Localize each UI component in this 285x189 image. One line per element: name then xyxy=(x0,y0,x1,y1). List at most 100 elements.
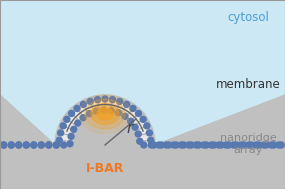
Circle shape xyxy=(148,137,154,143)
Circle shape xyxy=(148,142,154,148)
Circle shape xyxy=(71,126,77,132)
Circle shape xyxy=(60,123,66,129)
Circle shape xyxy=(248,142,254,148)
Circle shape xyxy=(8,142,14,148)
Circle shape xyxy=(23,142,29,148)
Circle shape xyxy=(238,142,244,148)
Circle shape xyxy=(56,137,62,143)
Circle shape xyxy=(1,142,7,148)
Circle shape xyxy=(203,142,209,148)
Circle shape xyxy=(171,142,177,148)
Circle shape xyxy=(23,142,29,148)
Polygon shape xyxy=(0,99,285,145)
Circle shape xyxy=(140,116,146,122)
Circle shape xyxy=(253,142,259,148)
Circle shape xyxy=(8,142,14,148)
Circle shape xyxy=(53,142,59,148)
Circle shape xyxy=(146,130,152,136)
Circle shape xyxy=(16,142,22,148)
Ellipse shape xyxy=(97,108,113,120)
Circle shape xyxy=(193,142,199,148)
Circle shape xyxy=(95,97,101,103)
Circle shape xyxy=(276,142,282,148)
Circle shape xyxy=(61,142,67,148)
Circle shape xyxy=(211,142,217,148)
Circle shape xyxy=(201,142,207,148)
Circle shape xyxy=(163,142,169,148)
Text: nanoridge: nanoridge xyxy=(220,133,276,143)
Text: r: r xyxy=(126,121,132,136)
Circle shape xyxy=(231,142,237,148)
Circle shape xyxy=(80,101,86,107)
Circle shape xyxy=(173,142,179,148)
Circle shape xyxy=(151,142,157,148)
Circle shape xyxy=(268,142,274,148)
Text: I-BAR: I-BAR xyxy=(86,161,124,174)
Circle shape xyxy=(216,142,222,148)
Text: array: array xyxy=(233,145,263,155)
Circle shape xyxy=(109,97,115,103)
Circle shape xyxy=(108,108,114,114)
Circle shape xyxy=(117,98,123,105)
Circle shape xyxy=(226,142,232,148)
Text: cytosol: cytosol xyxy=(227,12,269,25)
Circle shape xyxy=(278,142,284,148)
Circle shape xyxy=(256,142,262,148)
Circle shape xyxy=(68,110,74,116)
Circle shape xyxy=(135,110,141,116)
Circle shape xyxy=(67,141,73,147)
Circle shape xyxy=(263,142,269,148)
Circle shape xyxy=(144,123,150,129)
Circle shape xyxy=(178,142,184,148)
Circle shape xyxy=(46,142,52,148)
Circle shape xyxy=(166,142,172,148)
Ellipse shape xyxy=(91,104,119,125)
Ellipse shape xyxy=(85,99,125,129)
Text: membrane: membrane xyxy=(216,78,280,91)
Circle shape xyxy=(218,142,224,148)
Circle shape xyxy=(261,142,267,148)
Circle shape xyxy=(1,142,7,148)
Circle shape xyxy=(87,98,93,105)
Circle shape xyxy=(188,142,194,148)
Circle shape xyxy=(208,142,214,148)
Circle shape xyxy=(233,142,239,148)
Circle shape xyxy=(16,142,22,148)
Circle shape xyxy=(156,142,162,148)
Circle shape xyxy=(64,116,70,122)
Circle shape xyxy=(101,107,107,113)
Circle shape xyxy=(223,142,229,148)
Circle shape xyxy=(135,131,141,137)
Circle shape xyxy=(74,105,80,112)
Circle shape xyxy=(46,142,52,148)
Circle shape xyxy=(241,142,247,148)
Circle shape xyxy=(115,110,121,116)
Circle shape xyxy=(137,138,143,144)
Circle shape xyxy=(186,142,192,148)
Circle shape xyxy=(246,142,252,148)
Circle shape xyxy=(31,142,37,148)
Circle shape xyxy=(53,142,59,148)
Circle shape xyxy=(102,96,108,102)
Polygon shape xyxy=(0,95,285,189)
Circle shape xyxy=(75,120,81,126)
Circle shape xyxy=(93,108,99,114)
Circle shape xyxy=(68,133,74,139)
Circle shape xyxy=(38,142,44,148)
Circle shape xyxy=(181,142,187,148)
Circle shape xyxy=(158,142,164,148)
Circle shape xyxy=(31,142,37,148)
Circle shape xyxy=(80,115,86,121)
Circle shape xyxy=(196,142,202,148)
Circle shape xyxy=(141,142,147,148)
Circle shape xyxy=(132,124,138,130)
Circle shape xyxy=(122,113,128,119)
Ellipse shape xyxy=(79,94,131,133)
Circle shape xyxy=(124,101,130,107)
Circle shape xyxy=(58,130,64,136)
Circle shape xyxy=(130,105,136,112)
Circle shape xyxy=(271,142,277,148)
Circle shape xyxy=(38,142,44,148)
Circle shape xyxy=(128,118,134,124)
Circle shape xyxy=(86,111,92,117)
